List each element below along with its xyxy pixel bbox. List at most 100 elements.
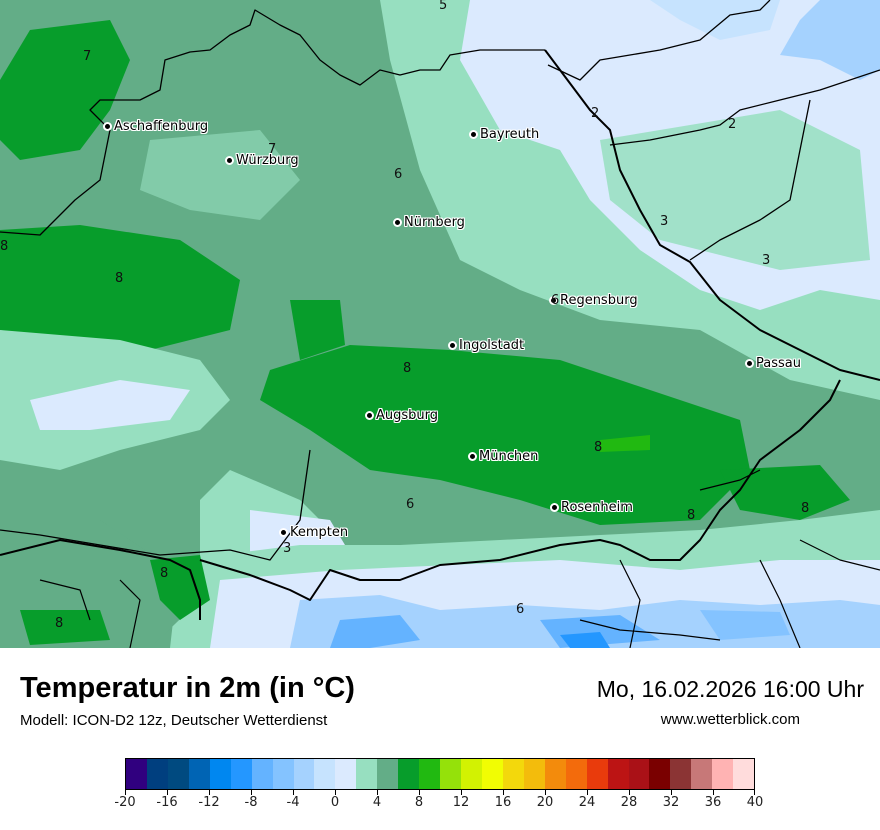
colorbar-segment [377,759,399,789]
tick-label: 12 [452,795,470,810]
city-dot-icon [279,528,288,537]
map-field [0,0,880,648]
contour-label: 8 [160,566,169,581]
website-link: www.wetterblick.com [660,711,800,728]
colorbar-segment [523,759,545,789]
tick-mark [419,790,420,795]
colorbar-segment [691,759,713,789]
contour-label: 6 [551,293,560,308]
colorbar-segment [398,759,420,789]
city-label: Aschaffenburg [114,119,209,134]
city-label: Ingolstadt [459,338,525,353]
city-label: Kempten [290,525,349,540]
city-dot-icon [745,359,754,368]
city-marker: Rosenheim [550,500,633,515]
tick-label: 0 [330,795,340,810]
city-label: München [479,449,539,464]
city-label: Würzburg [236,153,299,168]
tick-mark [377,790,378,795]
contour-label: 3 [660,214,669,229]
tick-label: 40 [746,795,764,810]
contour-label: 6 [516,602,525,617]
colorbar-segment [461,759,482,789]
city-dot-icon [225,156,234,165]
contour-label: 3 [762,253,771,268]
tick-label: 36 [704,795,722,810]
colorbar-segment [481,759,503,789]
colorbar-segment [607,759,629,789]
contour-label: 8 [115,271,124,286]
tick-mark [125,790,126,795]
city-dot-icon [448,341,457,350]
temperature-map: Aschaffenburg Würzburg Bayreuth Nürnberg Reg… [0,0,880,649]
contour-label: 7 [83,49,92,64]
tick-mark [167,790,168,795]
city-marker: Nürnberg [393,215,465,230]
colorbar-segment [628,759,650,789]
colorbar-segment [209,759,231,789]
colorbar-segment [335,759,357,789]
city-dot-icon [365,411,374,420]
tick-mark [629,790,630,795]
colorbar-segment [272,759,294,789]
city-marker: Kempten [279,525,348,540]
tick-label: -16 [156,795,178,810]
colorbar-segment [167,759,189,789]
contour-label: 8 [403,361,412,376]
tick-mark [754,790,755,795]
colorbar-ticks: -20 -16 -12 -8 -4 0 4 8 12 16 20 24 28 32 36 40 [114,790,763,820]
contour-label: 3 [283,541,292,556]
colorbar-segment [733,759,755,789]
city-marker: Augsburg [365,408,438,423]
tick-mark [503,790,504,795]
contour-label: 8 [594,440,603,455]
city-label: Nürnberg [404,215,465,230]
colorbar-segment [293,759,315,789]
colorbar-segment [146,759,168,789]
tick-label: -12 [198,795,220,810]
city-label: Bayreuth [480,127,540,142]
colorbar-segment [126,759,147,789]
tick-mark [587,790,588,795]
city-label: Augsburg [376,408,439,423]
colorbar-segment [586,759,608,789]
map-footer: Temperatur in 2m (in °C) Modell: ICON-D2… [0,648,880,830]
city-marker: Regensburg [549,293,638,308]
city-dot-icon [550,503,559,512]
tick-mark [335,790,336,795]
city-marker: München [468,449,538,464]
colorbar-segment [670,759,692,789]
model-info: Modell: ICON-D2 12z, Deutscher Wetterdie… [20,712,328,729]
city-label: Regensburg [560,293,638,308]
map-title: Temperatur in 2m (in °C) [20,672,355,704]
colorbar-segment [502,759,524,789]
city-marker: Würzburg [225,153,299,168]
forecast-datetime: Mo, 16.02.2026 16:00 Uhr [596,676,864,702]
tick-mark [545,790,546,795]
tick-mark [209,790,210,795]
contour-label: 2 [591,106,600,121]
colorbar-segment [356,759,378,789]
colorbar-segment [649,759,671,789]
contour-label: 6 [406,497,415,512]
contour-label: 2 [728,117,737,132]
tick-mark [713,790,714,795]
tick-label: -8 [244,795,258,810]
tick-mark [251,790,252,795]
colorbar-segment [230,759,252,789]
colorbar-segment [314,759,336,789]
colorbar-segment [440,759,461,789]
city-dot-icon [103,122,112,131]
city-label: Rosenheim [561,500,633,515]
tick-label: -4 [286,795,300,810]
tick-label: -20 [114,795,136,810]
tick-label: 24 [578,795,596,810]
colorbar-segment [188,759,210,789]
colorbar-segment [712,759,734,789]
colorbar-segment [565,759,587,789]
colorbar-segment [544,759,566,789]
contour-label: 8 [0,239,9,254]
city-dot-icon [468,452,477,461]
city-marker: Aschaffenburg [103,119,208,134]
contour-label: 7 [268,142,277,157]
